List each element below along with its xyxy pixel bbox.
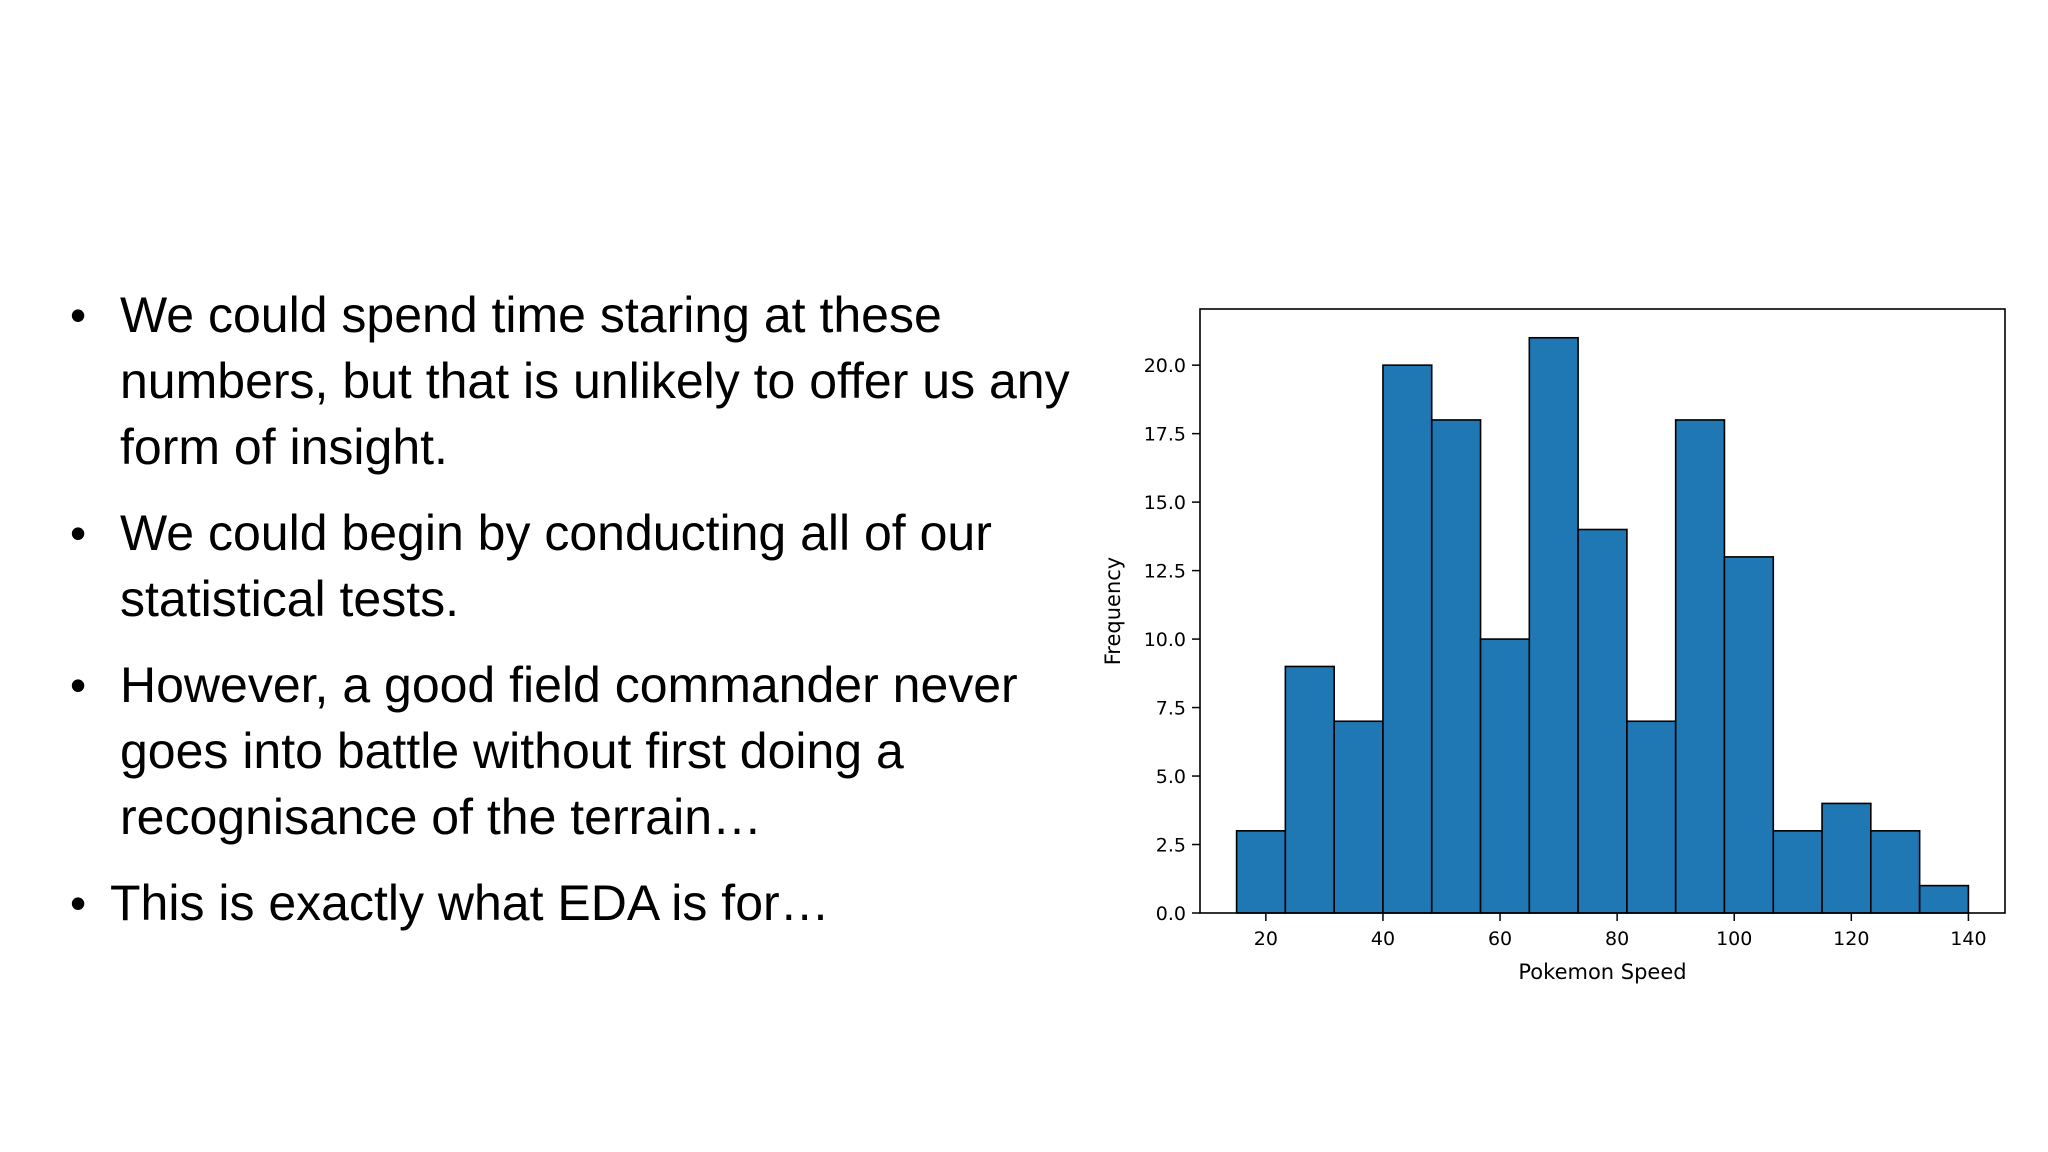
y-tick-label: 2.5 <box>1156 835 1186 857</box>
histogram-svg: 20 40 60 80 100 120 140 0.0 2.5 5.0 7.5 10.0 12.5 15.… <box>1101 308 2006 984</box>
histogram-bar <box>1772 830 1823 914</box>
histogram-bar <box>1430 419 1482 914</box>
y-tick-label: 12.5 <box>1144 561 1186 583</box>
x-tick-label: 100 <box>1716 928 1752 950</box>
histogram-bar <box>1284 665 1335 914</box>
bullet-text: We could begin by conducting all of our … <box>120 505 992 627</box>
bullet-item: • This is exactly what EDA is for… <box>70 870 1070 936</box>
y-tick-label: 17.5 <box>1144 424 1186 446</box>
histogram-bar <box>1674 419 1726 914</box>
y-tick-label: 5.0 <box>1156 766 1186 788</box>
bullet-dot: • <box>70 289 87 341</box>
histogram-bar <box>1528 336 1579 914</box>
bullet-item: • However, a good field commander never g… <box>70 652 1070 850</box>
bullet-dot: • <box>70 659 87 711</box>
y-tick-label: 7.5 <box>1156 698 1186 720</box>
x-tick-label: 20 <box>1254 928 1278 950</box>
bullet-dot: • <box>70 507 87 559</box>
histogram-bar <box>1235 830 1287 914</box>
histogram-bar <box>1333 720 1384 914</box>
x-axis-label: Pokemon Speed <box>1518 960 1686 984</box>
y-tick-label: 0.0 <box>1156 903 1186 925</box>
y-tick-label: 15.0 <box>1144 492 1186 514</box>
histogram-bar <box>1870 830 1921 914</box>
y-tick-label: 20.0 <box>1144 355 1186 377</box>
histogram-bar <box>1918 884 1970 914</box>
histogram-bar <box>1723 556 1775 914</box>
bullet-list: • We could spend time staring at these nu… <box>70 282 1070 956</box>
x-tick-label: 120 <box>1833 928 1869 950</box>
histogram-bar <box>1626 720 1677 914</box>
histogram-bar <box>1479 638 1531 914</box>
bullet-dot: • <box>70 877 87 929</box>
bullet-item: • We could spend time staring at these nu… <box>70 282 1070 480</box>
bullet-item: • We could begin by conducting all of our… <box>70 500 1070 632</box>
y-axis-label: Frequency <box>1101 557 1125 666</box>
x-tick-label: 40 <box>1371 928 1395 950</box>
bullet-text: We could spend time staring at these num… <box>120 287 1070 475</box>
chart-canvas: 20 40 60 80 100 120 140 0.0 2.5 5.0 7.5 10.0 12.5 15.… <box>1090 290 2020 990</box>
x-tick-label: 80 <box>1605 928 1629 950</box>
histogram-bar <box>1577 528 1628 914</box>
plot-frame <box>1199 308 2006 914</box>
x-tick-label: 60 <box>1488 928 1512 950</box>
y-tick-label: 10.0 <box>1144 629 1186 651</box>
bullet-text: However, a good field commander never go… <box>120 657 1018 845</box>
histogram-chart: 20 40 60 80 100 120 140 0.0 2.5 5.0 7.5 10.0 12.5 15.… <box>1090 290 2020 990</box>
x-tick-label: 140 <box>1950 928 1986 950</box>
histogram-bar <box>1821 802 1872 914</box>
histogram-bar <box>1382 364 1433 914</box>
bullet-text: This is exactly what EDA is for… <box>110 875 830 931</box>
